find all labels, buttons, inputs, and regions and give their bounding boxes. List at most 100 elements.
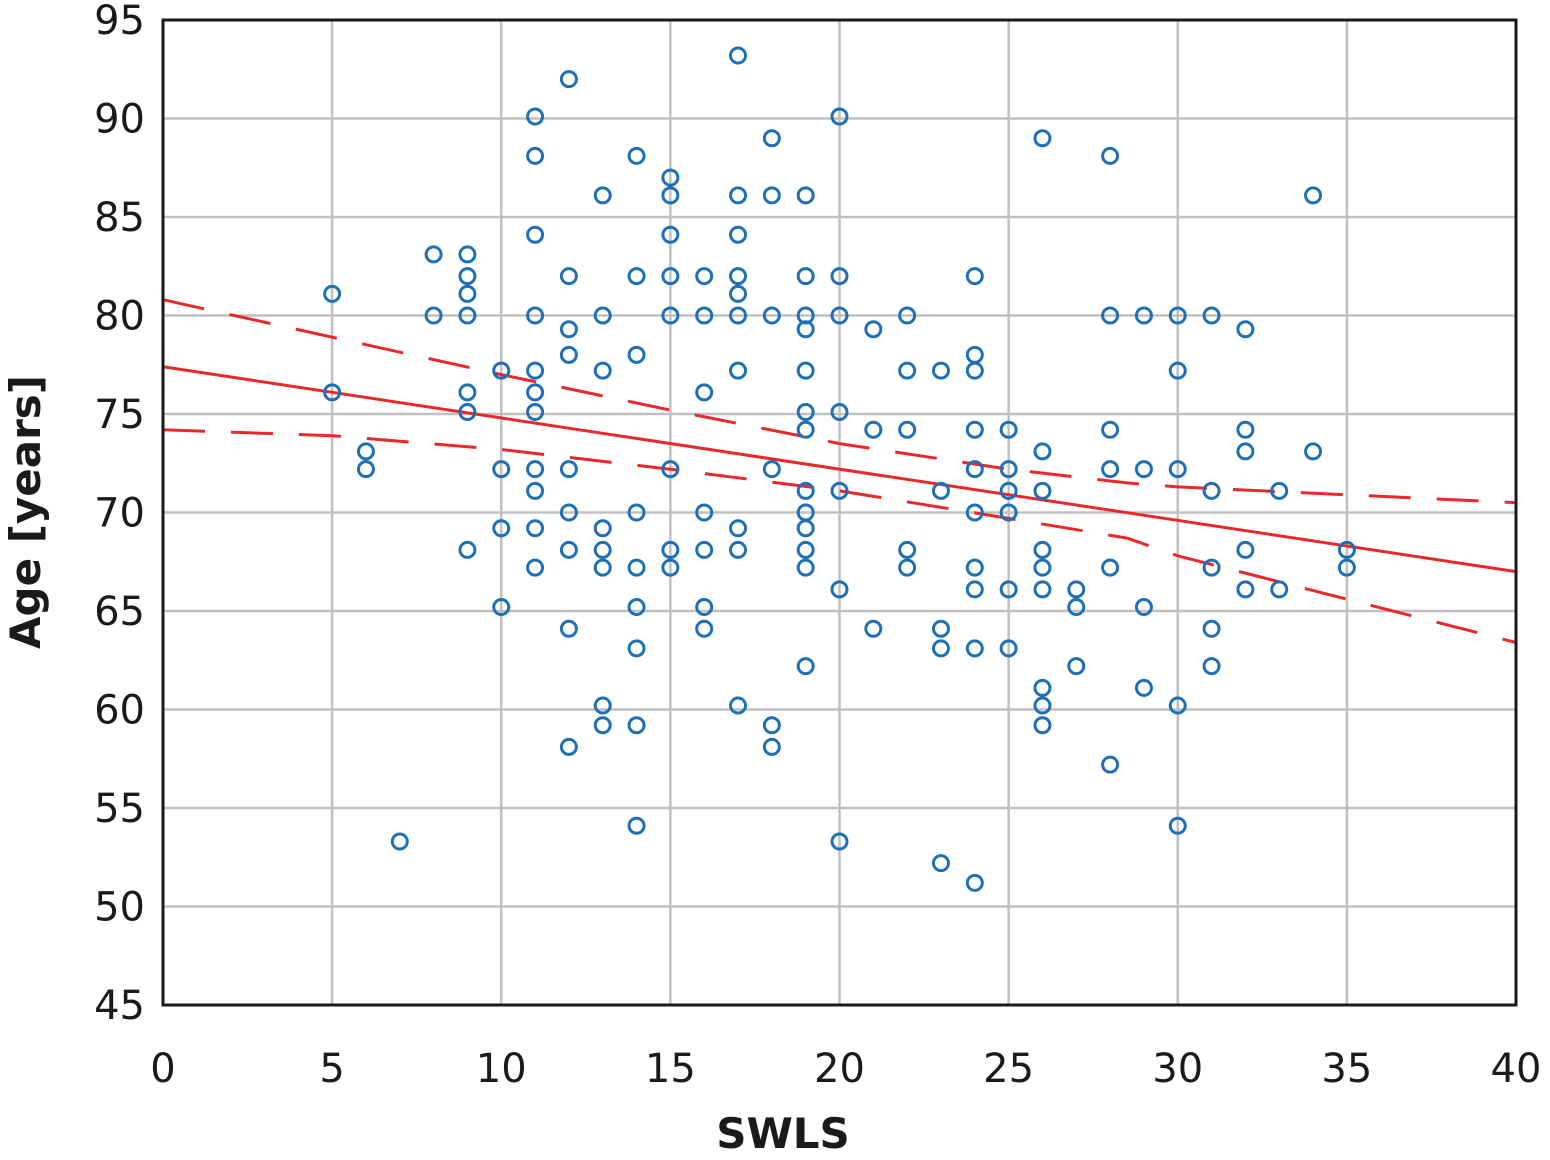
data-point: [526, 481, 545, 500]
data-point: [1202, 306, 1221, 325]
data-point: [1067, 657, 1086, 676]
data-point: [627, 716, 646, 735]
data-point: [1067, 598, 1086, 617]
data-point: [830, 107, 849, 126]
fit-line: [162, 365, 1517, 574]
x-tick-labels: 0 5 10 15 20 25 30 35 40: [150, 1046, 1541, 1092]
data-point: [1101, 306, 1120, 325]
data-point: [830, 403, 849, 422]
data-point: [526, 225, 545, 244]
data-point: [424, 245, 443, 264]
data-point: [627, 146, 646, 165]
data-point: [1202, 558, 1221, 577]
data-point: [1304, 186, 1323, 205]
data-point: [864, 619, 883, 638]
data-point: [593, 306, 612, 325]
data-point: [627, 639, 646, 658]
data-point: [593, 361, 612, 380]
data-point: [1134, 306, 1153, 325]
data-point: [424, 306, 443, 325]
data-point: [1101, 755, 1120, 774]
data-point: [323, 383, 342, 402]
y-tick-label: 90: [94, 97, 145, 143]
data-point: [661, 186, 680, 205]
data-point: [559, 70, 578, 89]
y-axis-title: Age [years]: [1, 375, 50, 649]
plot-frame: [161, 18, 1518, 1007]
y-tick-label: 75: [94, 392, 145, 438]
data-point: [729, 267, 748, 286]
data-point: [762, 460, 781, 479]
x-tick-label: 20: [814, 1046, 865, 1092]
y-tick-label: 85: [94, 195, 145, 241]
data-point: [1033, 540, 1052, 559]
x-tick-label: 30: [1152, 1046, 1203, 1092]
data-point: [729, 186, 748, 205]
data-point: [593, 186, 612, 205]
data-point: [1134, 598, 1153, 617]
data-point: [999, 580, 1018, 599]
data-point: [729, 225, 748, 244]
data-point: [931, 854, 950, 873]
data-point: [931, 619, 950, 638]
data-point: [1270, 580, 1289, 599]
data-point: [1168, 816, 1187, 835]
data-point: [1101, 558, 1120, 577]
data-point: [864, 420, 883, 439]
data-point: [627, 267, 646, 286]
data-point: [898, 540, 917, 559]
data-point: [559, 460, 578, 479]
data-point: [762, 737, 781, 756]
data-point: [627, 345, 646, 364]
data-point: [965, 267, 984, 286]
data-point: [830, 306, 849, 325]
data-point: [1202, 657, 1221, 676]
x-tick-label: 25: [983, 1046, 1034, 1092]
data-point: [1168, 696, 1187, 715]
data-point: [695, 267, 714, 286]
data-point: [830, 481, 849, 500]
data-point: [356, 460, 375, 479]
data-point: [898, 558, 917, 577]
data-point: [1270, 481, 1289, 500]
x-tick-label: 10: [476, 1046, 527, 1092]
x-tick-label: 5: [319, 1046, 344, 1092]
data-point: [627, 816, 646, 835]
data-point: [559, 267, 578, 286]
y-tick-label: 95: [94, 0, 145, 44]
data-point: [1236, 442, 1255, 461]
data-point: [931, 481, 950, 500]
data-point: [593, 540, 612, 559]
y-tick-label: 55: [94, 786, 145, 832]
data-point: [661, 225, 680, 244]
data-point: [1236, 580, 1255, 599]
data-point: [796, 519, 815, 538]
data-point: [796, 361, 815, 380]
data-point: [593, 558, 612, 577]
data-point: [729, 361, 748, 380]
regression-line: [162, 365, 1517, 574]
data-point: [1304, 442, 1323, 461]
data-point: [458, 306, 477, 325]
y-tick-label: 80: [94, 294, 145, 340]
data-point: [796, 420, 815, 439]
data-point: [526, 146, 545, 165]
data-point: [458, 383, 477, 402]
data-point: [526, 383, 545, 402]
data-point: [458, 540, 477, 559]
data-point: [1101, 460, 1120, 479]
data-point: [965, 580, 984, 599]
data-point: [627, 503, 646, 522]
y-tick-label: 65: [94, 589, 145, 635]
data-point: [559, 320, 578, 339]
data-point: [695, 619, 714, 638]
data-point: [762, 306, 781, 325]
data-point: [796, 186, 815, 205]
data-point: [593, 716, 612, 735]
data-point: [729, 540, 748, 559]
x-tick-label: 0: [150, 1046, 175, 1092]
data-point: [1134, 460, 1153, 479]
data-point: [593, 519, 612, 538]
data-point: [864, 320, 883, 339]
